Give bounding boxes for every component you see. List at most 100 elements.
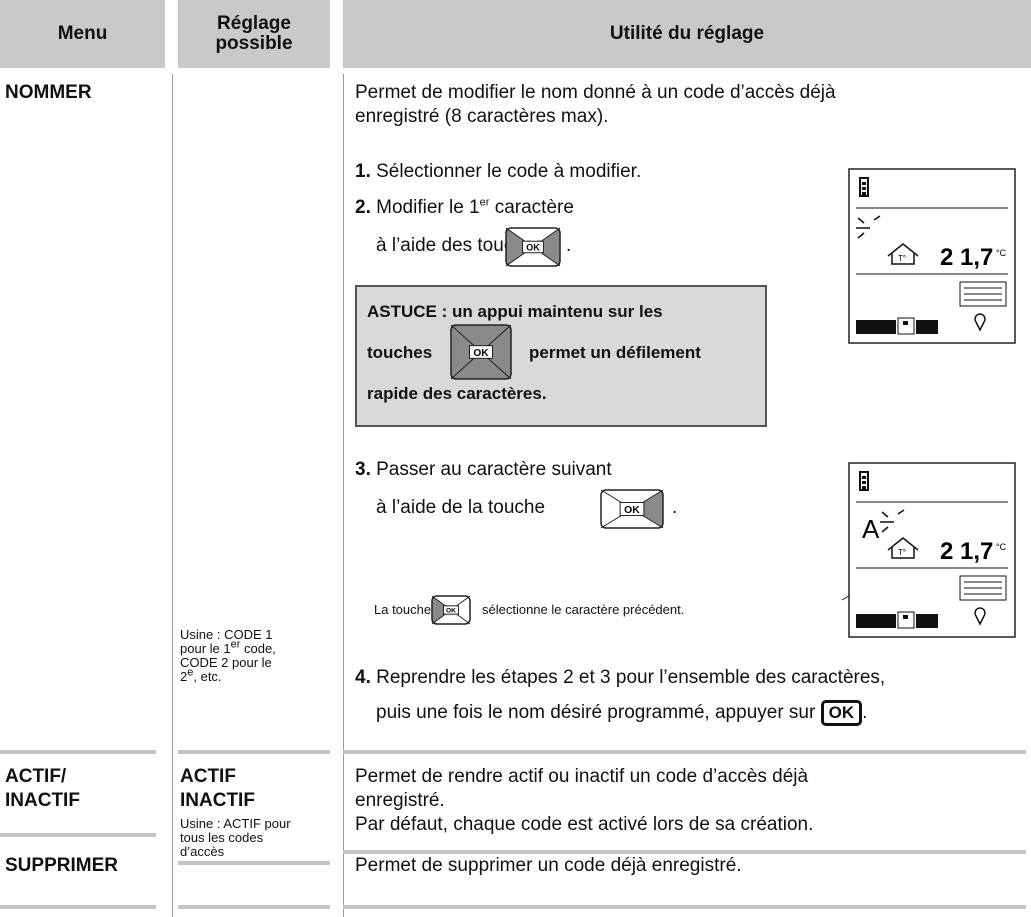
key-outline [505,227,561,267]
key-shade [451,325,511,352]
text: . [566,235,572,256]
key-icon: OK [505,227,561,267]
bar-icon [897,317,915,335]
step-number: 3. [355,459,371,480]
text: pour le 1 [180,641,231,656]
header-cell: Réglage possible [178,0,330,68]
bar-icon [856,320,896,334]
list-icon [959,281,1007,307]
row-separator [343,905,1026,909]
battery-icon [859,471,869,491]
row-separator [343,750,1026,754]
text: 2 [180,669,188,684]
key-center [619,501,645,517]
column-rule [343,74,344,917]
text: , etc. [193,669,222,684]
option: ACTIF [180,766,236,787]
battery-bar [862,182,866,185]
lcd-temp: 2 1,7 [940,538,993,565]
text: caractère [489,197,574,218]
column-rule [172,74,173,917]
lcd-frame [848,168,1016,344]
lcd-unit: °C [996,248,1007,258]
key-label: OK [446,607,456,614]
text: Modifier le 1 [370,197,480,218]
text: Reprendre les étapes 2 et 3 pour l’ensem… [370,667,886,688]
key-shade [432,596,451,624]
lcd-frame [848,462,1016,638]
battery-bar [862,476,866,479]
row-separator [0,833,156,837]
lcd-temp: 2 1,7 [940,244,993,271]
blink-mark [897,509,905,515]
lcd-display: T° 2 1,7 °C [848,168,1016,344]
factory-text: Usine : CODE 1 [180,627,273,642]
header-utilite: Utilité du réglage [609,23,765,44]
factory-text: d’accès [180,844,225,859]
battery-bar [862,481,866,484]
text: . [862,702,868,724]
text: enregistré (8 caractères max). [355,106,609,127]
bar-icon [903,615,908,619]
tip-text: rapide des caractères. [367,384,547,403]
lcd-unit: °C [996,542,1007,552]
lcd-mode: T° [898,254,906,263]
house-icon [887,243,919,265]
battery-bar [862,486,866,489]
superscript: e [187,666,194,679]
step: 4. Reprendre les étapes 2 et 3 pour l’en… [355,667,885,689]
bar-icon [916,614,938,628]
key-label: OK [473,348,489,359]
tip-box: ASTUCE : un appui maintenu sur les touch… [355,285,767,427]
blink-mark [873,215,881,221]
battery-bar [862,187,866,190]
key-icon: OK [431,595,471,625]
key-center [522,240,544,254]
bar-icon [916,320,938,334]
text: à l’aide de la touche [376,497,546,518]
superscript: er [230,638,241,651]
key-icon: OK [450,324,512,380]
factory-text: tous les codes [180,830,264,845]
text: code, [240,641,276,656]
lcd-mode: T° [898,548,906,557]
house-icon [887,537,919,559]
key-shade [632,490,663,528]
lcd-display: A T° 2 1,7 °C [848,462,1016,638]
tip-text: touches [367,343,433,362]
step: 3. Passer au caractère suivant [355,459,612,481]
blink-mark [857,217,865,224]
row-separator [0,905,156,909]
probe-icon [974,313,986,332]
blink-mark [881,511,889,518]
step: 2. Modifier le 1er caractère [355,197,574,219]
header-cell: Utilité du réglage [343,0,1031,68]
bar-icon [903,321,908,325]
text: enregistré. [355,790,445,811]
probe-icon [974,607,986,626]
menu-label: ACTIF/ [5,766,67,787]
key-outline [450,324,512,380]
ok-button: OK [820,700,863,726]
row-separator [178,905,330,909]
text: Sélectionner le code à modifier. [370,161,642,182]
key-shade [506,228,533,266]
row-separator [0,750,156,754]
text: Permet de modifier le nom donné à un cod… [355,82,836,103]
factory-text: 2e, etc. [180,666,222,684]
lcd-char: A [862,514,880,544]
key-center [468,345,494,359]
tip-text: permet un défilement [529,343,701,362]
tip-text: ASTUCE : un appui maintenu sur les [367,302,663,321]
key-label: OK [624,505,640,516]
row-separator [343,850,1026,854]
key-shade [451,352,511,379]
bar-icon [897,611,915,629]
header-reglage: Réglage possible [215,13,293,54]
key-icon: OK [600,489,664,529]
key-shade [533,228,560,266]
battery-icon [859,177,869,197]
blink-mark [881,526,889,533]
superscript: er [479,196,490,209]
